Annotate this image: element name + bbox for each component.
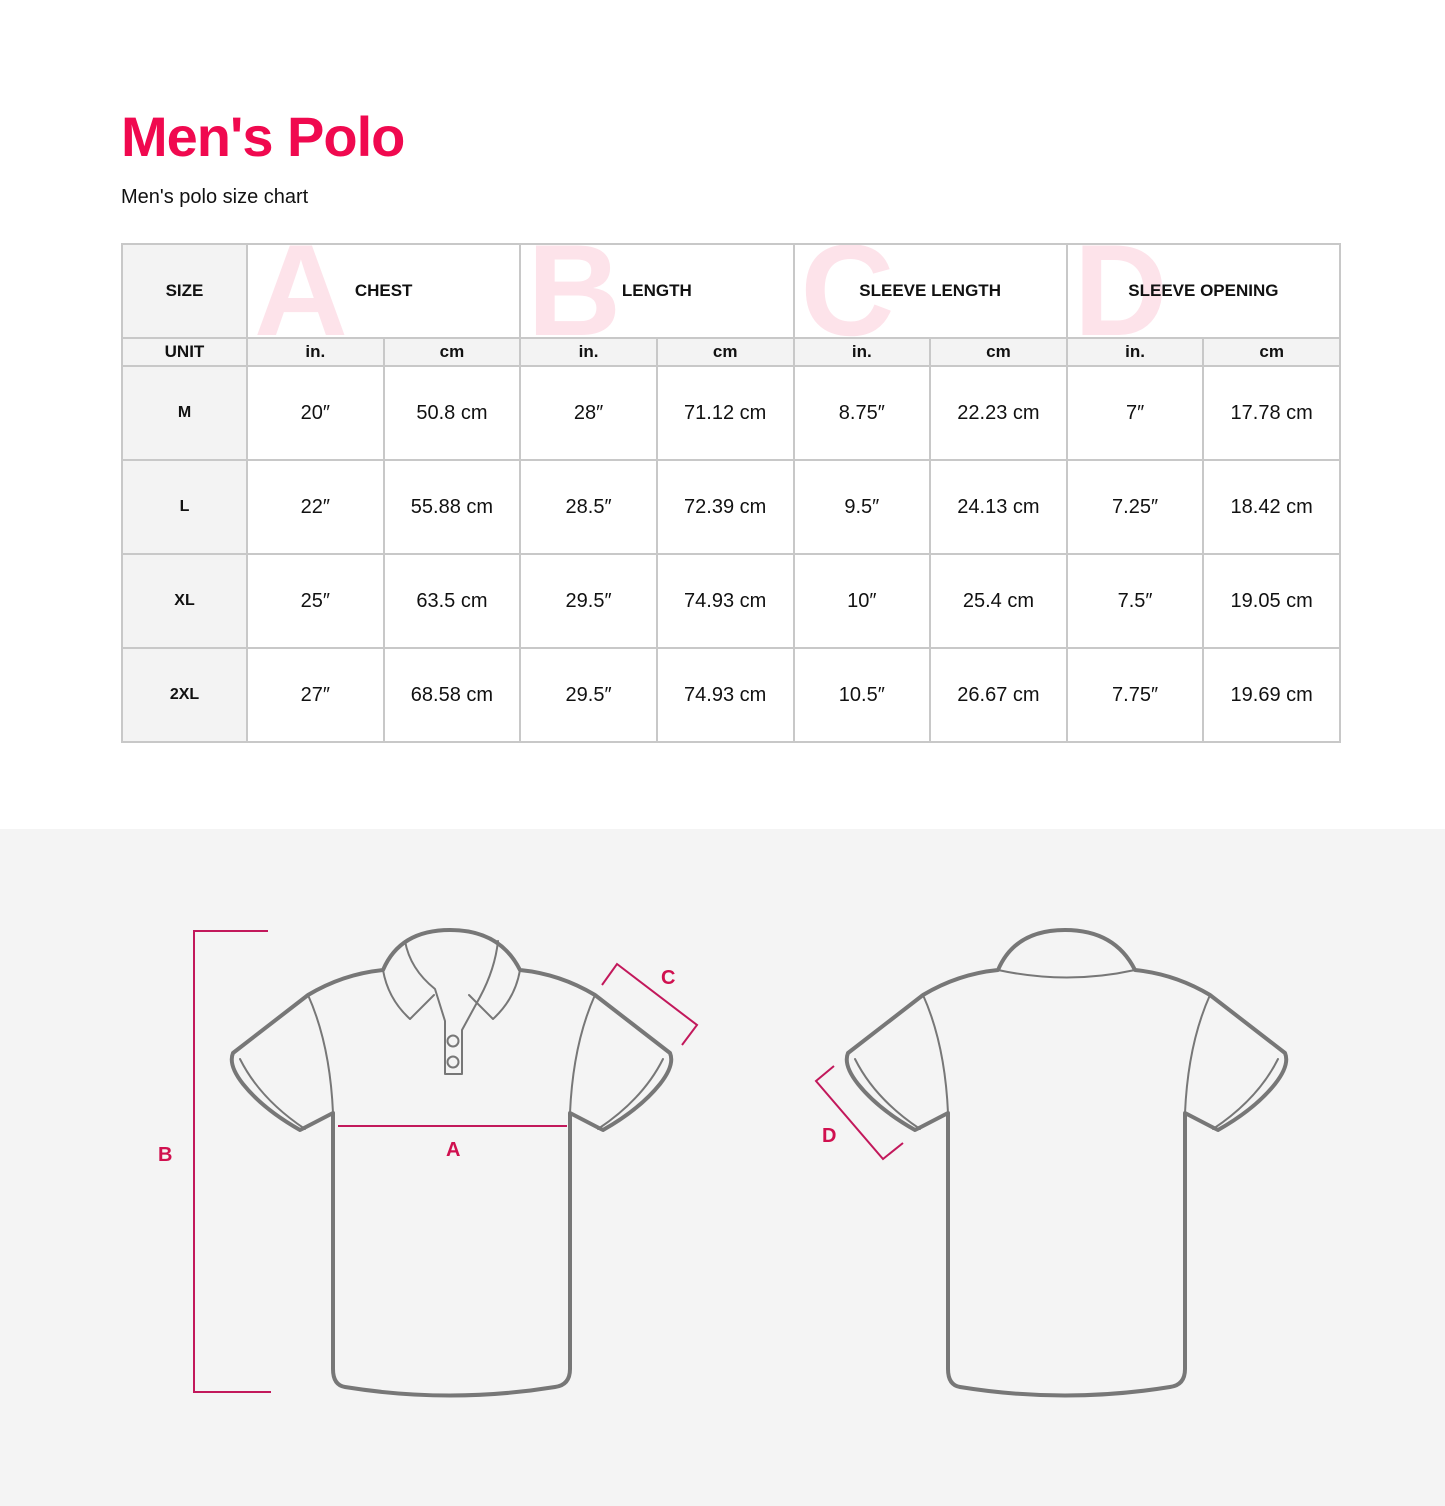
label-a: A <box>446 1139 460 1161</box>
sleeve-opening-header: D SLEEVE OPENING <box>1065 243 1342 339</box>
measure-line-b <box>193 930 271 1393</box>
measurement-cell: 22.23 cm <box>929 365 1068 461</box>
measurement-cell: 8.75″ <box>792 365 932 461</box>
measurement-cell: 9.5″ <box>792 459 932 555</box>
unit-header: UNIT <box>121 337 248 367</box>
length-header: B LENGTH <box>519 243 795 339</box>
size-cell: XL <box>121 553 248 649</box>
measurement-diagram: B A C D <box>0 829 1445 1506</box>
sleeve-opening-label: SLEEVE OPENING <box>1128 281 1279 300</box>
unit-cell: in. <box>1065 337 1205 367</box>
measurement-cell: 17.78 cm <box>1202 365 1341 461</box>
measurement-cell: 7.25″ <box>1065 459 1205 555</box>
measurement-cell: 68.58 cm <box>382 647 522 743</box>
front-shirt-outline <box>229 928 674 1398</box>
measurement-cell: 24.13 cm <box>929 459 1068 555</box>
table-row: XL 25″ 63.5 cm 29.5″ 74.93 cm 10″ 25.4 cm 7.5″ 1… <box>121 553 1341 649</box>
measurement-cell: 71.12 cm <box>655 365 795 461</box>
table-row: L 22″ 55.88 cm 28.5″ 72.39 cm 9.5″ 24.13 cm 7.2… <box>121 459 1341 555</box>
measurement-cell: 29.5″ <box>519 647 658 743</box>
unit-cell: cm <box>655 337 795 367</box>
measurement-cell: 25.4 cm <box>929 553 1068 649</box>
unit-cell: in. <box>246 337 385 367</box>
measurement-cell: 72.39 cm <box>655 459 795 555</box>
ghost-letter-c: C <box>800 244 895 338</box>
measurement-cell: 20″ <box>246 365 385 461</box>
unit-row: UNIT in. cm in. cm in. cm in. cm <box>121 337 1341 367</box>
measure-line-c <box>601 962 699 1046</box>
back-shirt-outline <box>844 928 1289 1398</box>
measurement-cell: 63.5 cm <box>382 553 522 649</box>
measurement-cell: 27″ <box>246 647 385 743</box>
measurement-cell: 28.5″ <box>519 459 658 555</box>
measurement-cell: 55.88 cm <box>382 459 522 555</box>
size-cell: M <box>121 365 248 461</box>
measurement-cell: 7″ <box>1065 365 1205 461</box>
measurement-cell: 28″ <box>519 365 658 461</box>
measurement-cell: 7.5″ <box>1065 553 1205 649</box>
label-d: D <box>822 1125 836 1147</box>
measurement-cell: 19.05 cm <box>1202 553 1341 649</box>
sleeve-length-label: SLEEVE LENGTH <box>859 281 1001 300</box>
unit-cell: cm <box>929 337 1068 367</box>
page-subtitle: Men's polo size chart <box>121 186 309 208</box>
chest-header: A CHEST <box>245 243 522 339</box>
size-table: SIZE A CHEST B LENGTH C SLEEVE LENGTH D SLEE… <box>121 243 1342 743</box>
measurement-cell: 10.5″ <box>792 647 932 743</box>
table-row: M 20″ 50.8 cm 28″ 71.12 cm 8.75″ 22.23 cm 7″ 17.… <box>121 365 1341 461</box>
measurement-cell: 7.75″ <box>1065 647 1205 743</box>
label-b: B <box>158 1144 172 1166</box>
measurement-cell: 18.42 cm <box>1202 459 1341 555</box>
chest-label: CHEST <box>354 281 413 300</box>
unit-cell: in. <box>792 337 932 367</box>
measurement-cell: 19.69 cm <box>1202 647 1341 743</box>
table-row: 2XL 27″ 68.58 cm 29.5″ 74.93 cm 10.5″ 26.67 cm… <box>121 647 1341 743</box>
ghost-letter-b: B <box>527 244 622 338</box>
measurement-cell: 22″ <box>246 459 385 555</box>
unit-cell: cm <box>1202 337 1341 367</box>
size-header: SIZE <box>121 243 248 339</box>
unit-cell: in. <box>519 337 658 367</box>
label-c: C <box>661 967 675 989</box>
size-cell: L <box>121 459 248 555</box>
ghost-letter-a: A <box>254 244 348 338</box>
unit-cell: cm <box>382 337 522 367</box>
measure-line-d <box>814 1065 904 1161</box>
header-row: SIZE A CHEST B LENGTH C SLEEVE LENGTH D SLEE… <box>121 243 1342 339</box>
measurement-cell: 10″ <box>792 553 932 649</box>
ghost-letter-d: D <box>1073 244 1168 338</box>
measurement-cell: 74.93 cm <box>655 553 795 649</box>
sleeve-length-header: C SLEEVE LENGTH <box>792 243 1068 339</box>
length-label: LENGTH <box>621 281 692 300</box>
size-cell: 2XL <box>121 647 248 743</box>
measurement-cell: 74.93 cm <box>655 647 795 743</box>
measurement-cell: 26.67 cm <box>929 647 1068 743</box>
measurement-cell: 25″ <box>246 553 385 649</box>
measurement-cell: 50.8 cm <box>382 365 522 461</box>
measurement-cell: 29.5″ <box>519 553 658 649</box>
page-title: Men's Polo <box>121 105 405 168</box>
